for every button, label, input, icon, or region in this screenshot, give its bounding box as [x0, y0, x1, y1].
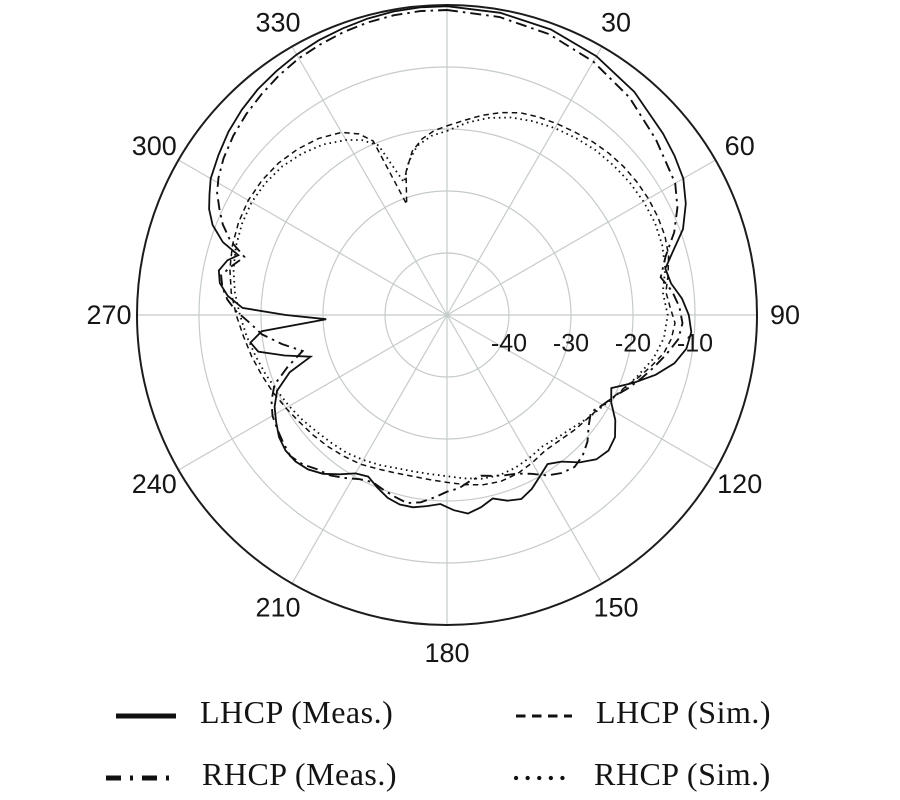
- angle-label-60: 60: [725, 131, 755, 161]
- curve-rhcp-sim: [232, 116, 669, 480]
- grid-spoke-210: [291, 314, 448, 584]
- curve-rhcp-meas: [216, 9, 684, 504]
- legend-line-glyph: [513, 775, 573, 781]
- angle-label-210: 210: [255, 593, 300, 623]
- lhcp-sim-line-swatch: [514, 694, 574, 731]
- outer-ring: [136, 4, 758, 626]
- legend-label-rhcp-sim: RHCP (Sim.): [594, 756, 771, 792]
- grid-ring--30: [322, 190, 572, 440]
- grid-spoke-30: [446, 46, 603, 316]
- grid-spoke-300: [178, 159, 448, 316]
- grid-spoke-150: [446, 314, 603, 584]
- grid-spoke-330: [291, 46, 448, 316]
- legend-line-glyph: [516, 714, 572, 718]
- angle-label-240: 240: [132, 469, 177, 499]
- grid-spoke-240: [178, 314, 448, 471]
- legend-label-lhcp-sim: LHCP (Sim.): [596, 694, 771, 730]
- radial-label--40: -40: [491, 330, 527, 358]
- grid-ring--40: [384, 252, 510, 378]
- series-curves: [208, 5, 693, 515]
- angle-label-330: 330: [255, 7, 300, 37]
- curve-lhcp-sim: [229, 111, 676, 486]
- angle-label-150: 150: [593, 593, 638, 623]
- angle-labels: 30 60 90 120 150 180 210 240 270 300 330: [86, 7, 800, 668]
- angle-label-300: 300: [132, 131, 177, 161]
- rhcp-sim-line-swatch: [513, 756, 573, 793]
- radial-labels: -40 -30 -20 -10: [491, 330, 713, 358]
- legend-label-rhcp-meas: RHCP (Meas.): [202, 756, 398, 792]
- angle-label-120: 120: [717, 469, 762, 499]
- legend-item-rhcp-meas: RHCP (Meas.): [104, 756, 397, 793]
- polar-grid: [136, 4, 758, 626]
- lhcp-meas-line-swatch: [114, 694, 178, 731]
- rhcp-meas-line-swatch: [104, 756, 180, 793]
- grid-spoke-120: [446, 314, 716, 471]
- legend-item-lhcp-sim: LHCP (Sim.): [514, 694, 771, 731]
- grid-spoke-60: [446, 159, 716, 316]
- curve-lhcp-meas: [208, 5, 693, 515]
- legend-line-glyph: [116, 713, 176, 719]
- grid-ring--20: [260, 128, 634, 502]
- angle-label-270: 270: [86, 300, 131, 330]
- radial-label--30: -30: [553, 330, 589, 358]
- grid-ring--10: [198, 66, 696, 564]
- legend-line-glyph: [106, 775, 178, 781]
- angle-label-30: 30: [601, 7, 631, 37]
- angle-label-90: 90: [770, 300, 800, 330]
- legend-item-lhcp-meas: LHCP (Meas.): [114, 694, 393, 731]
- legend-label-lhcp-meas: LHCP (Meas.): [200, 694, 394, 730]
- legend-item-rhcp-sim: RHCP (Sim.): [513, 756, 771, 793]
- radial-label--20: -20: [615, 330, 651, 358]
- angle-label-180: 180: [424, 638, 469, 668]
